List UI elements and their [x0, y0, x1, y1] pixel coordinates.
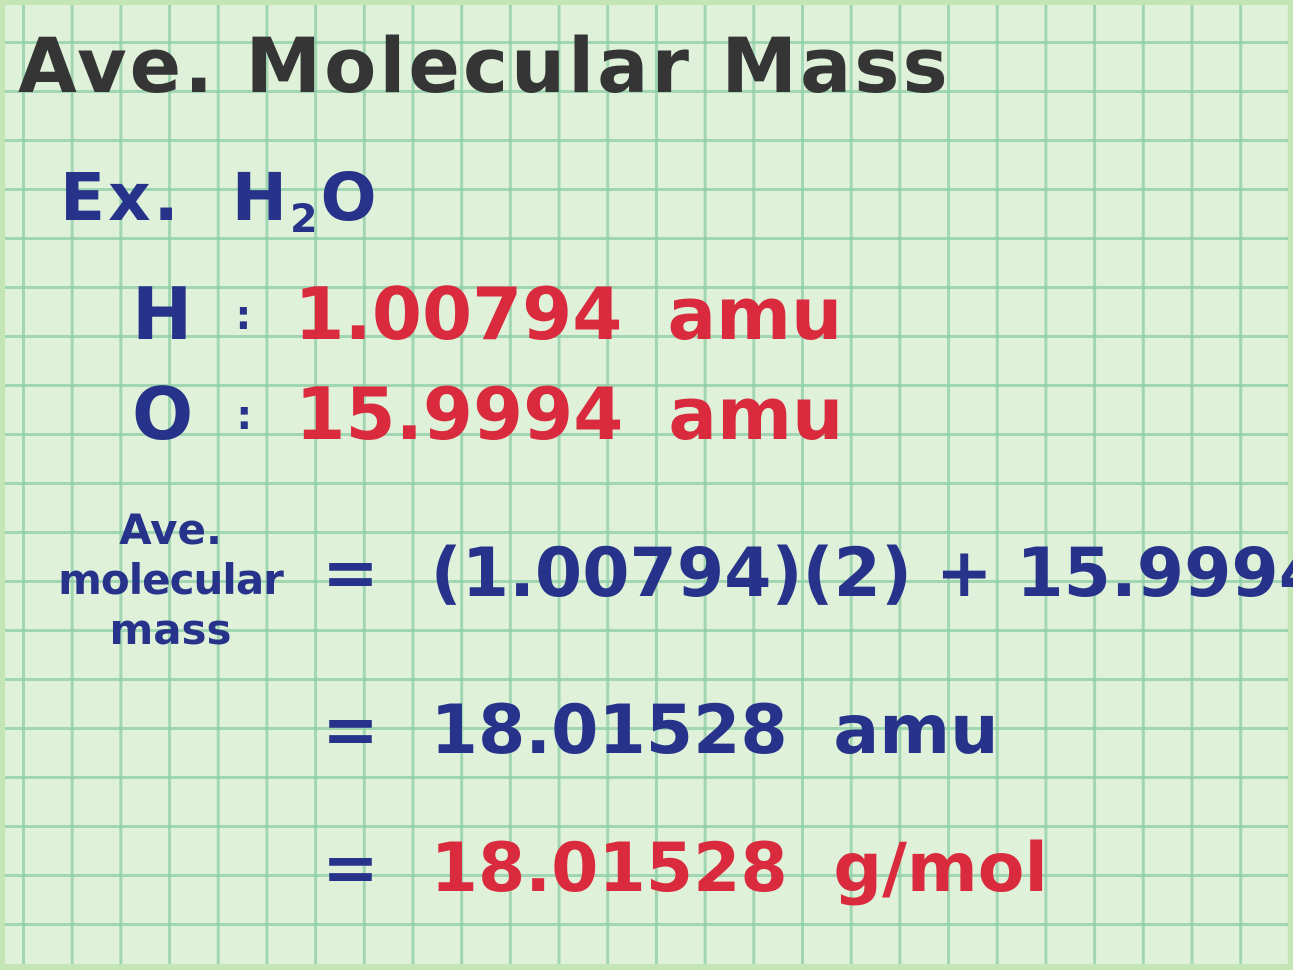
formula-o: O: [320, 159, 380, 236]
example-heading: Ex. H2O: [60, 165, 380, 239]
element-mass: 1.00794: [294, 272, 623, 356]
equation-line-3: = 18.01528 g/mol: [322, 835, 1048, 903]
label-line: molecular: [58, 555, 284, 604]
separator: :: [235, 293, 252, 339]
label-line: mass: [109, 605, 232, 654]
result-unit: amu: [833, 691, 999, 770]
element-unit: amu: [668, 372, 844, 456]
result-value: 18.01528: [430, 691, 788, 770]
element-mass: 15.9994: [295, 372, 624, 456]
label-line: Ave.: [119, 505, 222, 554]
element-symbol: O: [132, 372, 194, 456]
equals-sign: =: [322, 534, 379, 613]
result-unit: g/mol: [833, 829, 1048, 908]
element-symbol: H: [132, 272, 193, 356]
element-row-h: H : 1.00794 amu: [132, 278, 842, 350]
element-row-o: O : 15.9994 amu: [132, 378, 843, 450]
equals-sign: =: [322, 829, 379, 908]
separator: :: [236, 393, 253, 439]
result-value: 18.01528: [430, 829, 788, 908]
equation-line-2: = 18.01528 amu: [322, 697, 999, 765]
equation-line-1: = (1.00794)(2) + 15.9994: [322, 540, 1293, 608]
example-formula: H2O: [231, 159, 380, 239]
ave-molecular-mass-label: Ave. molecular mass: [28, 505, 313, 655]
page-title: Ave. Molecular Mass: [18, 21, 951, 110]
equals-sign: =: [322, 691, 379, 770]
expression: (1.00794)(2) + 15.9994: [430, 534, 1293, 613]
example-prefix: Ex.: [60, 159, 182, 236]
formula-subscript: 2: [289, 195, 321, 242]
formula-h: H: [231, 159, 290, 236]
element-unit: amu: [667, 272, 843, 356]
